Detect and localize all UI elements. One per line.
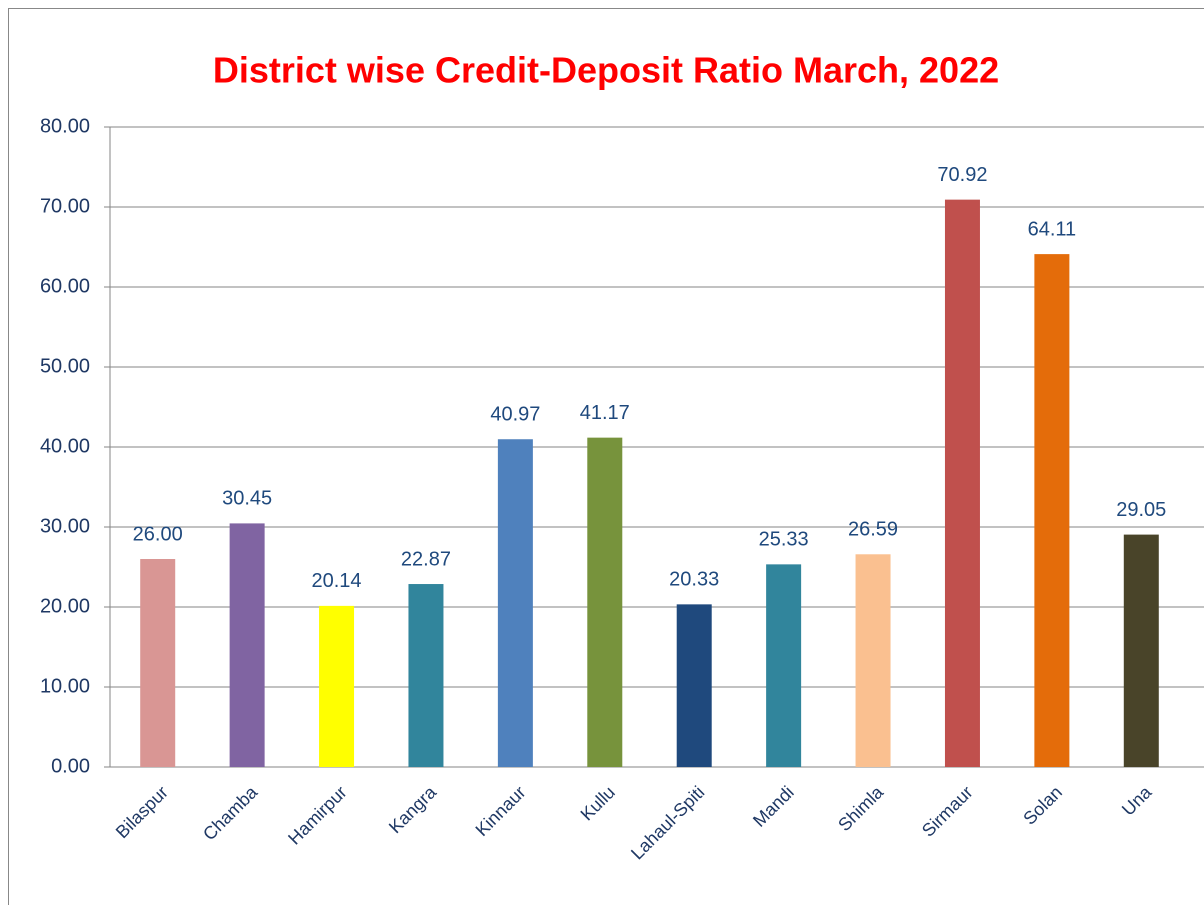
bar	[676, 604, 712, 767]
bar	[1123, 534, 1159, 767]
data-label: 70.92	[937, 164, 987, 186]
bar	[944, 199, 980, 767]
data-label: 40.97	[490, 404, 540, 426]
chart-title: District wise Credit-Deposit Ratio March…	[213, 50, 999, 91]
data-label: 20.14	[312, 570, 362, 592]
bar	[587, 437, 623, 767]
data-label: 20.33	[669, 569, 719, 591]
y-tick-label: 40.00	[40, 435, 90, 457]
y-tick-label: 10.00	[40, 675, 90, 697]
bar	[408, 584, 444, 767]
bar	[855, 554, 891, 767]
data-label: 29.05	[1116, 499, 1166, 521]
y-tick-label: 30.00	[40, 515, 90, 537]
y-tick-label: 50.00	[40, 355, 90, 377]
bar	[319, 605, 355, 767]
bar	[140, 559, 176, 767]
y-tick-label: 60.00	[40, 275, 90, 297]
data-label: 64.11	[1028, 218, 1077, 240]
data-label: 41.17	[580, 402, 630, 424]
bar	[229, 523, 265, 767]
bar	[766, 564, 802, 767]
y-tick-label: 0.00	[51, 755, 90, 777]
data-label: 22.87	[401, 548, 451, 570]
y-tick-label: 80.00	[40, 115, 90, 137]
y-tick-label: 70.00	[40, 195, 90, 217]
bar	[497, 439, 533, 767]
bar	[1034, 254, 1070, 767]
data-label: 30.45	[222, 488, 272, 510]
data-label: 25.33	[759, 529, 809, 551]
data-label: 26.00	[133, 523, 183, 545]
y-tick-label: 20.00	[40, 595, 90, 617]
data-label: 26.59	[848, 519, 898, 541]
